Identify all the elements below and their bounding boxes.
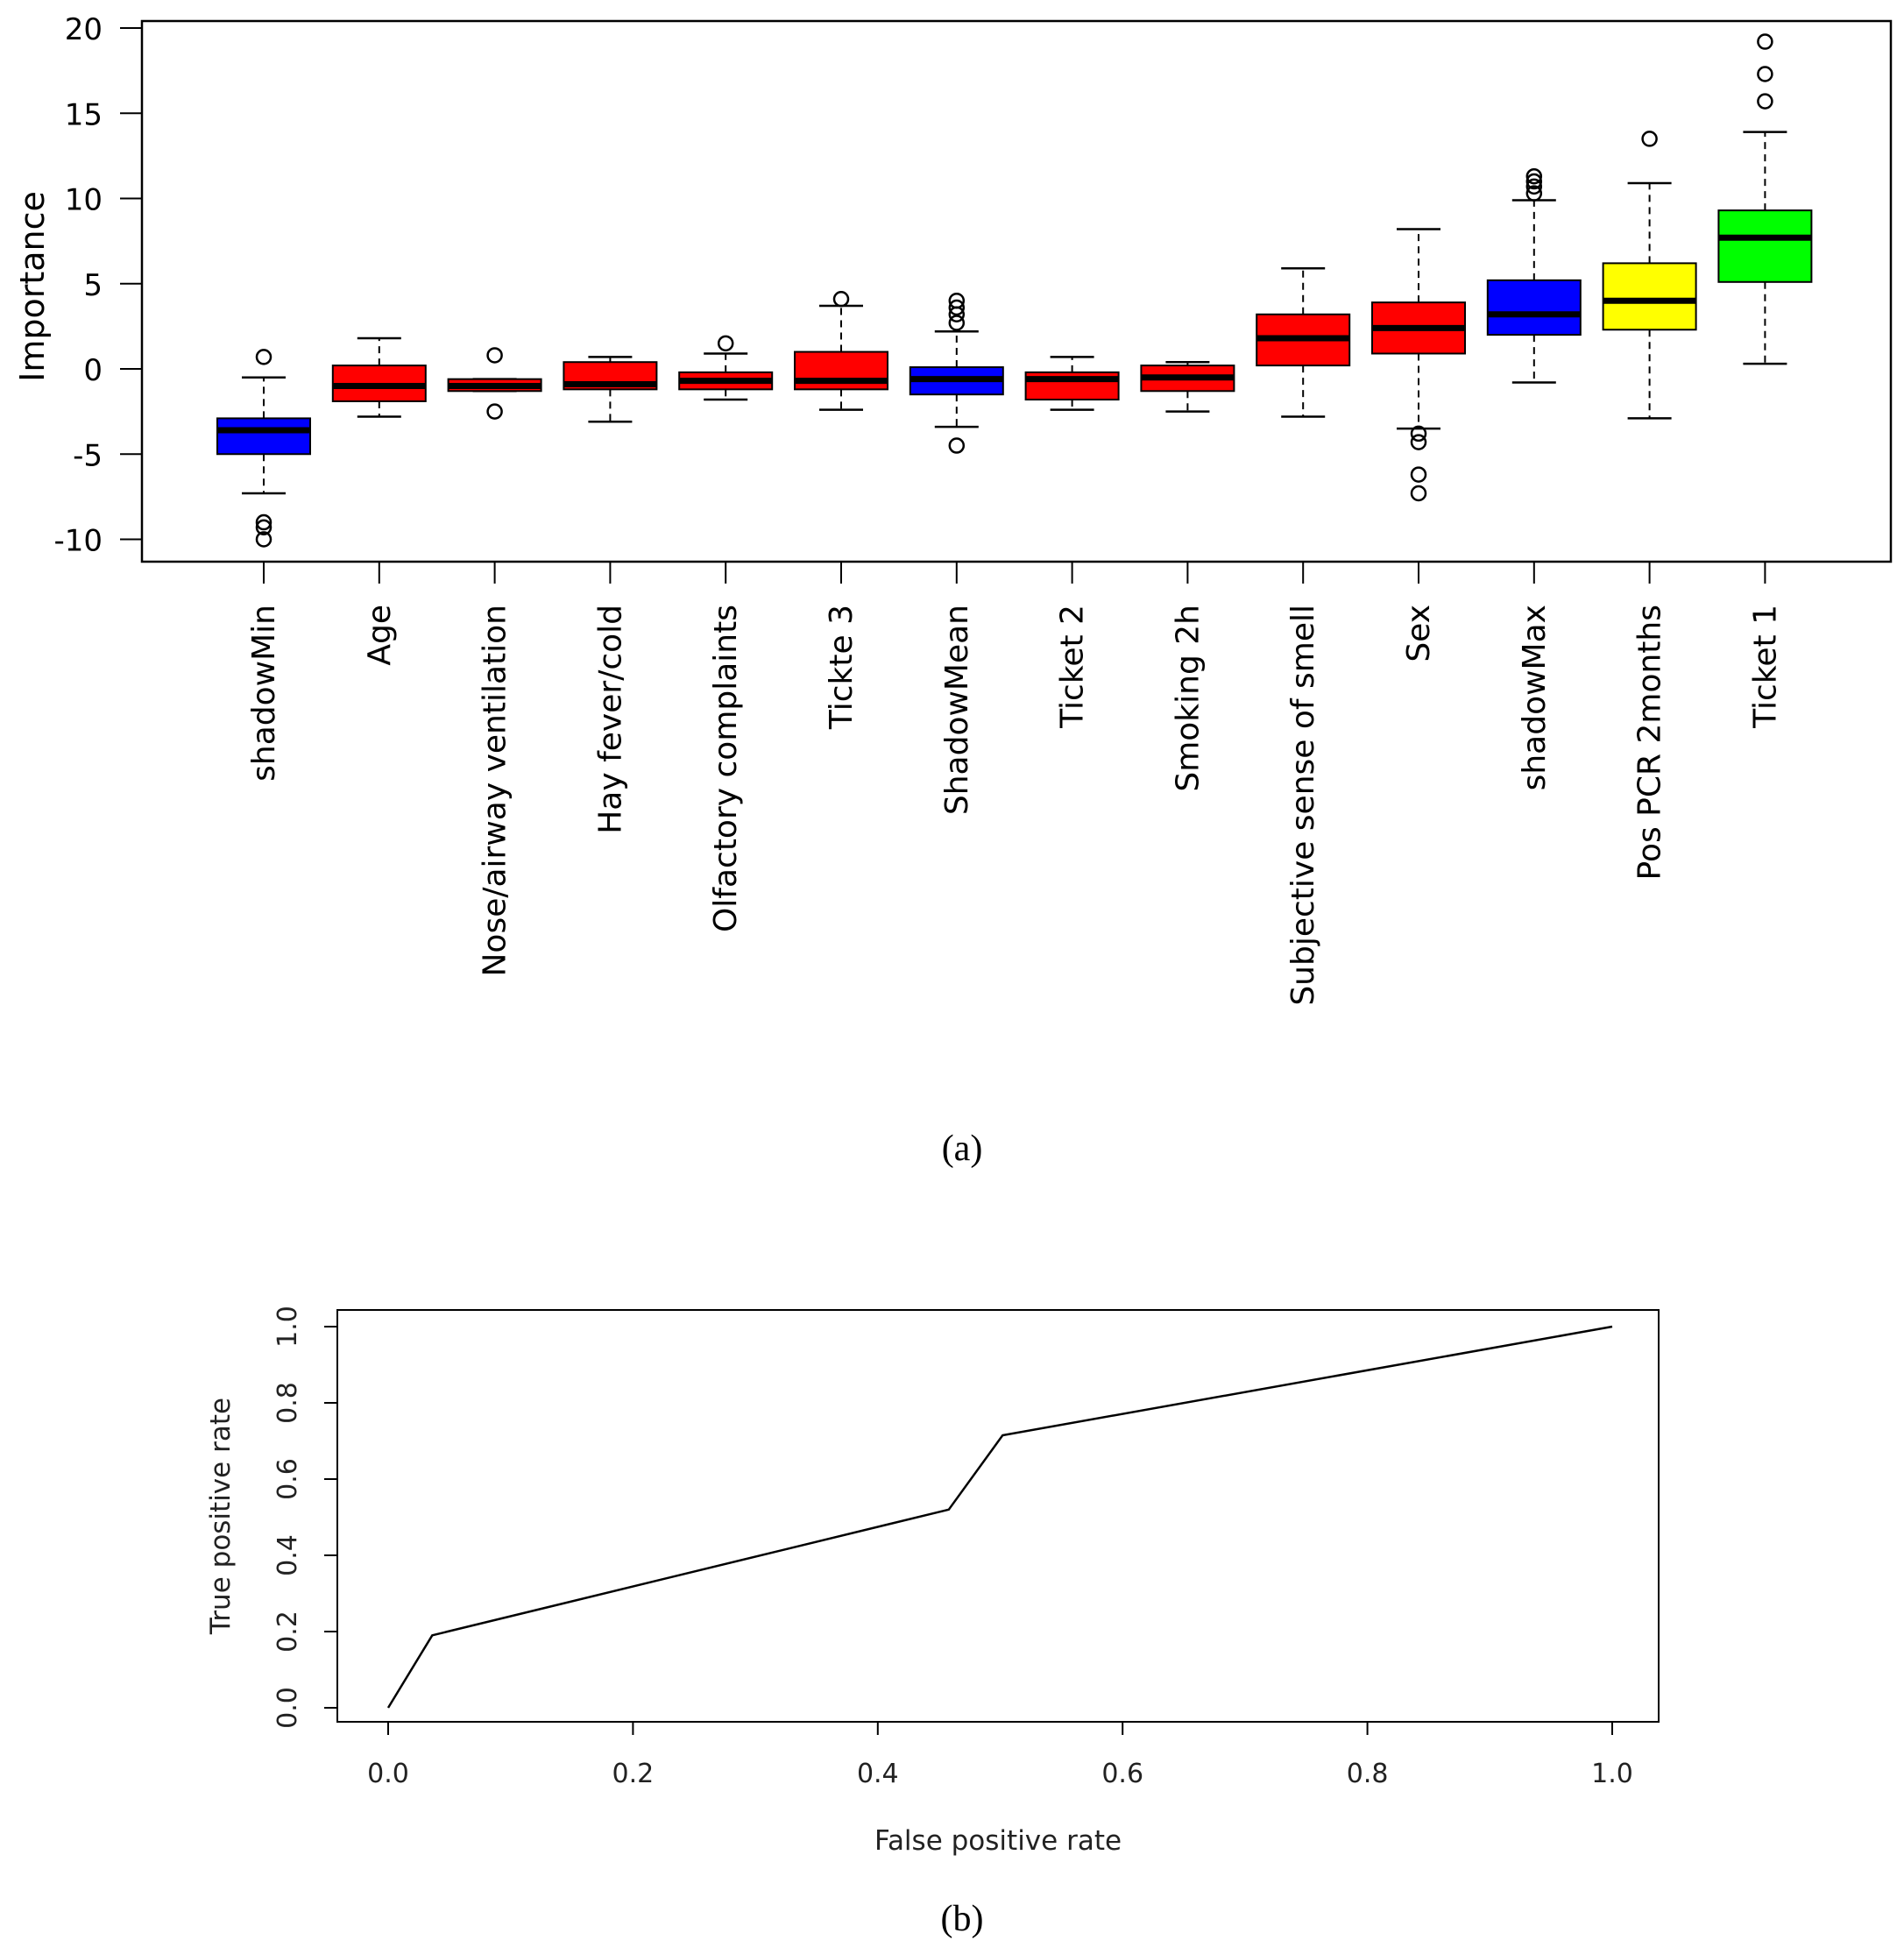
outlier-shadowmax (1525, 178, 1543, 195)
boxplot-x-tick-label-sex: Sex (1401, 605, 1437, 662)
roc-y-tick-label: 0.2 (273, 1611, 303, 1653)
box-ticket-1 (1717, 209, 1813, 283)
outlier-tickte-3 (832, 291, 850, 308)
boxplot-x-tick-label-olfactory-complaints: Olfactory complaints (708, 605, 744, 932)
roc-x-ticks: 0.0 0.2 0.4 0.6 0.8 1.0 (367, 1722, 1633, 1789)
outlier-shadowmin (255, 531, 273, 548)
roc-y-ticks: 0.0 0.2 0.4 0.6 0.8 1.0 (273, 1306, 337, 1729)
outlier-ticket-1 (1757, 93, 1773, 110)
panel-label-b: (b) (941, 1899, 984, 1939)
outlier-shadowmean (948, 437, 966, 454)
outlier-shadowmax (1525, 173, 1543, 190)
roc-x-tick-label: 0.6 (1101, 1759, 1143, 1789)
boxplot-x-tick-label-subjective-sense-of-smell: Subjective sense of smell (1285, 605, 1321, 1006)
boxplot-x-tick-label-ticket-2: Ticket 2 (1055, 605, 1091, 729)
outlier-shadowmin (255, 519, 273, 536)
outlier-sex (1410, 485, 1427, 502)
roc-y-tick-label: 0.4 (273, 1534, 303, 1576)
boxplot-outliers (255, 33, 1773, 548)
outlier-ticket-1 (1757, 66, 1773, 82)
roc-panel: False positive rate True positive rate 0… (205, 1306, 1660, 1857)
outlier-ticket-1 (1757, 33, 1773, 50)
boxplot-y-tick-label: -10 (53, 524, 103, 559)
outlier-sex (1410, 434, 1427, 450)
roc-frame (336, 1309, 1660, 1723)
boxplot-panel: Importance -10 -5 0 5 10 15 20 shadowMin Age Nos… (13, 12, 1893, 1006)
boxplot-y-tick-label: 5 (83, 268, 103, 303)
boxplot-x-ticks: shadowMin Age Nose/airway ventilation Hay f… (246, 562, 1783, 1006)
boxplot-x-tick-label-hay-fever-cold: Hay fever/cold (592, 605, 628, 834)
roc-x-tick-label: 0.8 (1347, 1759, 1389, 1789)
outlier-shadowmean (948, 315, 966, 331)
roc-y-axis-label: True positive rate (205, 1398, 237, 1635)
boxplot-x-tick-label-shadowmean: ShadowMean (939, 605, 975, 815)
outlier-shadowmax (1525, 167, 1543, 185)
roc-x-tick-label: 0.2 (612, 1759, 655, 1789)
roc-x-tick-label: 1.0 (1591, 1759, 1633, 1789)
boxplot-x-tick-label-tickte-3: Tickte 3 (824, 605, 860, 730)
roc-curve (386, 1325, 1613, 1709)
boxplot-y-ticks: -10 -5 0 5 10 15 20 (53, 12, 142, 559)
boxplot-x-tick-label-age: Age (362, 605, 398, 666)
boxplot-y-tick-label: 0 (83, 353, 103, 388)
roc-y-tick-label: 0.8 (273, 1382, 303, 1424)
outlier-nose-airway-ventilation (486, 347, 503, 364)
box-shadowmin (216, 417, 311, 456)
outlier-shadowmin (255, 513, 273, 531)
boxplot-y-tick-label: 20 (65, 12, 103, 47)
outlier-shadowmax (1525, 185, 1543, 202)
roc-y-tick-label: 0.6 (273, 1458, 303, 1500)
outlier-pos-pcr-2months (1641, 131, 1658, 147)
roc-y-tick-label: 0.0 (273, 1687, 303, 1729)
boxplot-y-tick-label: 10 (65, 183, 103, 218)
roc-y-tick-label: 1.0 (273, 1306, 303, 1348)
boxplot-y-tick-label: -5 (73, 438, 103, 473)
boxplot-x-tick-label-smoking-2h: Smoking 2h (1170, 605, 1206, 792)
outlier-shadowmean (948, 292, 966, 309)
outlier-nose-airway-ventilation (486, 403, 503, 420)
roc-x-tick-label: 0.0 (367, 1759, 409, 1789)
boxplot-x-tick-label-shadowmax: shadowMax (1517, 605, 1553, 790)
outlier-shadowmin (255, 349, 273, 365)
outlier-sex (1410, 466, 1427, 483)
roc-x-tick-label: 0.4 (857, 1759, 899, 1789)
boxplot-x-tick-label-nose-airway-ventilation: Nose/airway ventilation (478, 605, 513, 977)
panel-label-a: (a) (942, 1129, 983, 1169)
boxplot-x-tick-label-ticket-1: Ticket 1 (1747, 605, 1783, 729)
boxplot-x-tick-label-pos-pcr-2months: Pos PCR 2months (1632, 605, 1668, 880)
outlier-sex (1410, 425, 1427, 442)
boxplot-x-tick-label-shadowmin: shadowMin (246, 605, 282, 782)
outlier-shadowmean (948, 299, 966, 316)
boxplot-boxes (216, 209, 1813, 456)
boxplot-y-axis-label: Importance (13, 191, 52, 382)
box-shadowmax (1486, 279, 1582, 336)
box-pos-pcr-2months (1602, 262, 1697, 331)
outlier-olfactory-complaints (717, 335, 734, 352)
boxplot-whiskers (242, 131, 1787, 495)
boxplot-y-tick-label: 15 (65, 97, 103, 132)
roc-x-axis-label: False positive rate (874, 1825, 1122, 1857)
